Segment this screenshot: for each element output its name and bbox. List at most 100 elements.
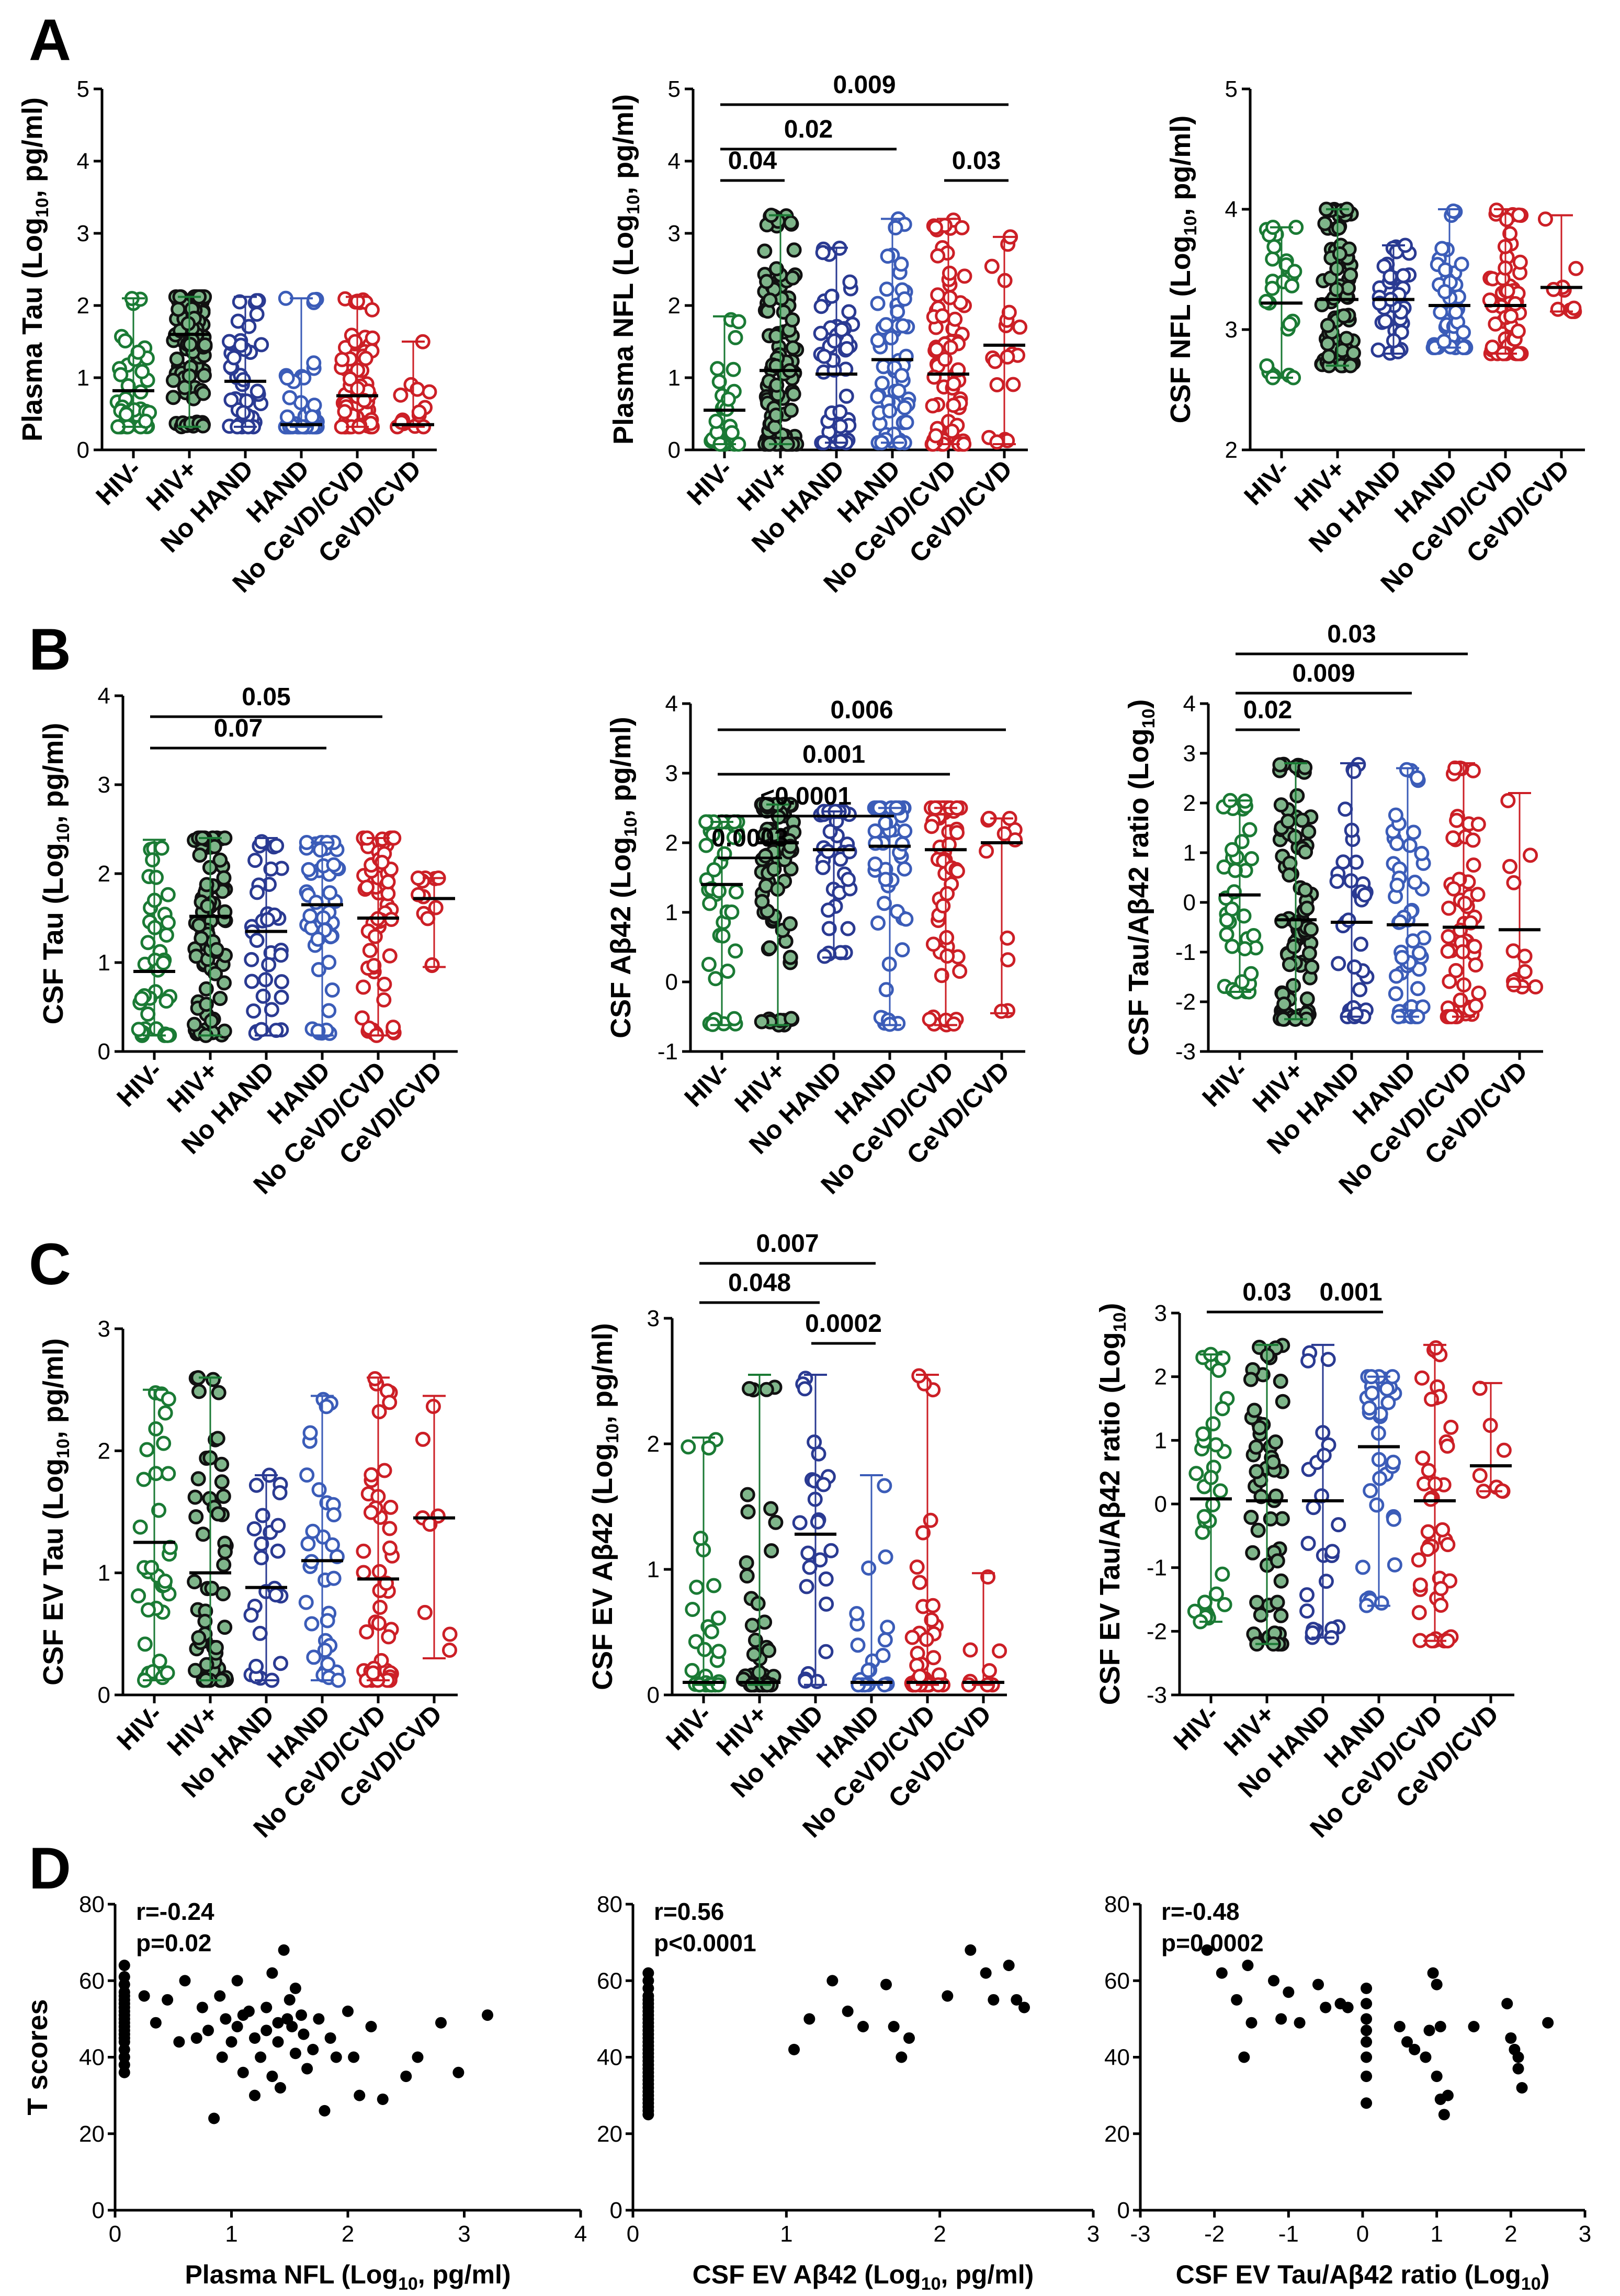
data-point bbox=[209, 942, 224, 957]
data-point bbox=[1542, 2017, 1554, 2029]
data-point bbox=[138, 1990, 150, 2002]
data-point bbox=[946, 398, 961, 413]
data-point bbox=[1364, 1385, 1380, 1401]
data-point bbox=[249, 2089, 260, 2101]
data-point bbox=[1245, 1545, 1261, 1560]
data-point bbox=[878, 982, 894, 998]
data-point bbox=[1511, 207, 1527, 223]
data-point bbox=[883, 330, 899, 346]
data-point bbox=[1246, 928, 1262, 944]
data-point bbox=[849, 1606, 865, 1622]
data-point bbox=[311, 1482, 327, 1498]
data-point bbox=[701, 957, 717, 972]
data-point bbox=[1499, 212, 1514, 228]
data-point bbox=[850, 1637, 866, 1653]
y-tick-label: 0 bbox=[92, 2198, 105, 2223]
data-point bbox=[728, 943, 743, 959]
data-point bbox=[1523, 847, 1538, 863]
data-point bbox=[273, 947, 289, 963]
data-point bbox=[1294, 2017, 1306, 2029]
data-point bbox=[150, 2017, 162, 2029]
data-point bbox=[422, 384, 437, 400]
data-point bbox=[1442, 2089, 1454, 2101]
data-point bbox=[315, 910, 331, 926]
data-point bbox=[739, 1568, 755, 1584]
y-tick-label: 2 bbox=[1183, 790, 1196, 816]
data-point bbox=[118, 2066, 130, 2078]
data-point bbox=[216, 870, 232, 886]
y-tick-label: 3 bbox=[1183, 741, 1196, 766]
data-point bbox=[1407, 875, 1423, 890]
significance-label: 0.04 bbox=[728, 147, 777, 175]
data-point bbox=[821, 902, 836, 918]
data-point bbox=[815, 1477, 831, 1492]
y-tick-label: 4 bbox=[1225, 197, 1238, 222]
data-point bbox=[928, 342, 944, 357]
data-point bbox=[171, 301, 186, 317]
data-point bbox=[260, 2001, 273, 2014]
data-point bbox=[1237, 941, 1253, 957]
y-tick-label: 0 bbox=[77, 437, 89, 463]
y-tick-label: 0 bbox=[1154, 1491, 1167, 1517]
data-point bbox=[1440, 1537, 1456, 1553]
data-point bbox=[216, 1557, 232, 1573]
significance-label: 0.009 bbox=[833, 71, 896, 99]
data-point bbox=[706, 1578, 722, 1593]
data-point bbox=[377, 977, 392, 992]
data-point bbox=[244, 974, 259, 989]
data-point bbox=[1306, 1500, 1321, 1515]
data-point bbox=[272, 1485, 288, 1500]
data-point bbox=[214, 1456, 230, 1472]
data-point bbox=[1317, 216, 1333, 231]
data-point bbox=[877, 896, 892, 911]
y-tick-label: 20 bbox=[597, 2121, 622, 2147]
data-point bbox=[1329, 281, 1344, 297]
data-point bbox=[203, 1013, 219, 1029]
data-point bbox=[1205, 1416, 1221, 1432]
data-point bbox=[1437, 262, 1453, 278]
data-point bbox=[248, 1477, 264, 1493]
data-point bbox=[1265, 1454, 1281, 1470]
data-point bbox=[1331, 220, 1346, 236]
data-point bbox=[706, 862, 722, 878]
data-point bbox=[214, 1474, 230, 1490]
significance-label: 0.05 bbox=[242, 683, 290, 711]
data-point bbox=[157, 1574, 173, 1589]
x-tick-label: 2 bbox=[933, 2221, 946, 2247]
data-point bbox=[1270, 1553, 1285, 1569]
data-point bbox=[160, 887, 176, 902]
data-point bbox=[840, 921, 856, 936]
data-point bbox=[331, 1672, 346, 1688]
data-point bbox=[754, 1014, 769, 1030]
data-point bbox=[802, 1559, 818, 1575]
data-point bbox=[1357, 887, 1373, 903]
data-point bbox=[744, 1618, 760, 1633]
data-point bbox=[768, 261, 784, 277]
data-point bbox=[1438, 2109, 1450, 2121]
data-point bbox=[704, 1624, 719, 1639]
data-point bbox=[212, 852, 228, 868]
data-point bbox=[1389, 835, 1404, 851]
data-point bbox=[254, 1550, 269, 1566]
data-point bbox=[888, 2021, 900, 2032]
data-point bbox=[1342, 2001, 1354, 2014]
data-point bbox=[1388, 986, 1403, 1002]
data-point bbox=[785, 312, 800, 327]
data-point bbox=[818, 1571, 834, 1587]
data-point bbox=[367, 929, 383, 944]
data-point bbox=[1197, 1594, 1213, 1610]
data-point bbox=[300, 1536, 316, 1552]
data-point bbox=[260, 912, 276, 928]
data-point bbox=[200, 898, 216, 914]
data-point bbox=[220, 2013, 232, 2025]
data-point bbox=[304, 409, 320, 425]
data-point bbox=[788, 2043, 800, 2055]
y-tick-label: 0 bbox=[665, 969, 678, 995]
data-point bbox=[1512, 254, 1528, 270]
data-point bbox=[861, 1560, 877, 1576]
data-point bbox=[1299, 991, 1315, 1007]
data-point bbox=[1392, 914, 1408, 930]
data-point bbox=[949, 825, 965, 841]
data-point bbox=[870, 296, 886, 311]
